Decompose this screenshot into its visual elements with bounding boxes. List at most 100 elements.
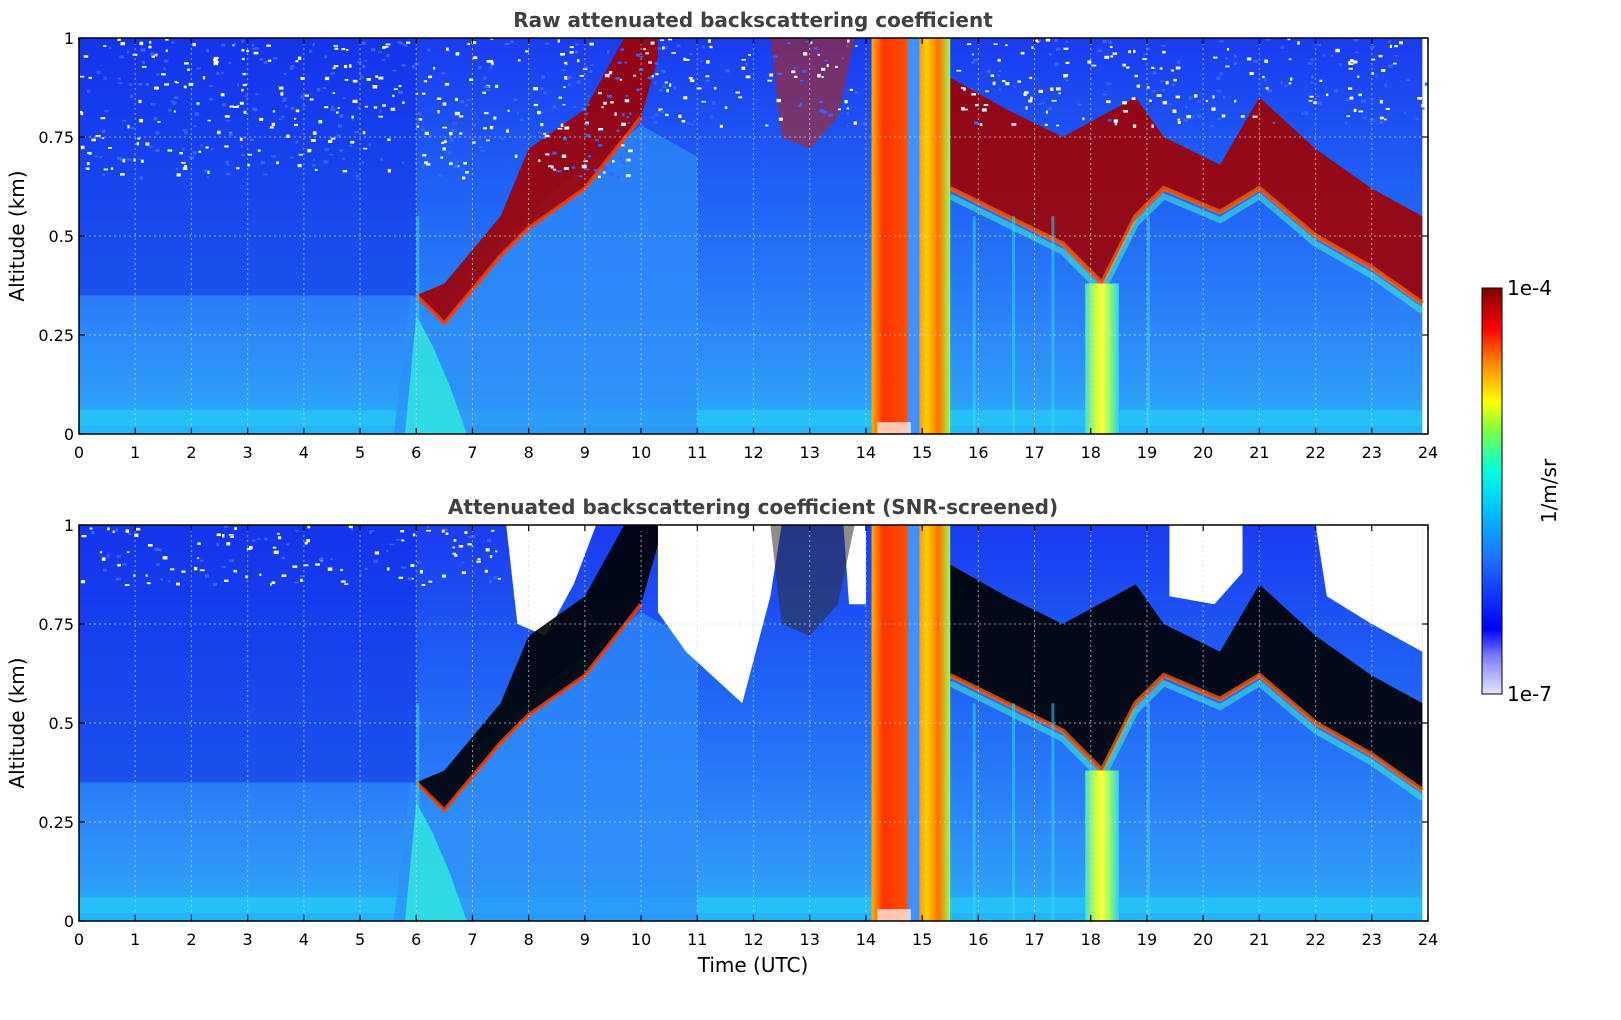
noise-speckle: [1149, 99, 1152, 102]
noise-speckle: [484, 112, 489, 115]
noise-speckle: [337, 124, 342, 128]
noise-speckle: [650, 41, 655, 45]
noise-speckle: [87, 152, 91, 155]
noise-speckle: [1216, 89, 1222, 93]
noise-speckle: [170, 100, 174, 103]
noise-speckle: [826, 64, 829, 68]
noise-speckle: [138, 99, 142, 104]
noise-speckle: [1309, 95, 1314, 98]
noise-speckle-group: [80, 525, 501, 587]
noise-speckle: [486, 59, 491, 63]
noise-speckle: [1216, 76, 1221, 80]
noise-speckle: [569, 51, 574, 54]
noise-speckle: [493, 576, 498, 579]
noise-speckle: [624, 61, 627, 64]
precipitation-gap: [908, 38, 920, 434]
noise-speckle: [442, 126, 448, 129]
noise-speckle: [204, 574, 209, 578]
noise-speckle: [102, 129, 106, 133]
noise-speckle: [1361, 99, 1367, 103]
noise-speckle: [963, 108, 968, 111]
noise-speckle: [221, 103, 226, 107]
noise-speckle: [420, 569, 423, 574]
panel-screened-xlabel: Time (UTC): [697, 953, 809, 977]
noise-speckle: [372, 85, 378, 89]
noise-speckle: [985, 90, 989, 93]
noise-speckle: [181, 161, 186, 164]
noise-speckle: [212, 58, 218, 62]
clear-air-region: [79, 38, 417, 296]
noise-speckle: [341, 48, 346, 51]
noise-speckle: [1017, 80, 1021, 83]
noise-speckle: [339, 149, 343, 152]
noise-speckle: [846, 124, 850, 127]
noise-speckle: [89, 527, 93, 530]
noise-speckle: [651, 116, 655, 119]
noise-speckle: [398, 576, 404, 579]
noise-speckle: [997, 58, 1001, 62]
vertical-streak: [1146, 216, 1150, 434]
noise-speckle: [86, 89, 90, 93]
noise-speckle: [1350, 59, 1354, 63]
noise-speckle: [465, 171, 469, 174]
noise-speckle: [1389, 44, 1393, 49]
noise-speckle: [373, 559, 379, 563]
noise-speckle: [427, 526, 430, 529]
noise-speckle: [1262, 75, 1265, 79]
noise-speckle: [1358, 93, 1362, 97]
screened-gap: [1315, 525, 1423, 652]
noise-speckle: [1107, 119, 1112, 122]
noise-speckle: [593, 169, 598, 172]
y-tick-label: 0.25: [38, 326, 74, 345]
noise-speckle: [748, 54, 751, 56]
x-tick-label: 3: [243, 443, 253, 462]
noise-speckle: [224, 579, 229, 582]
noise-speckle: [1381, 69, 1386, 72]
noise-speckle: [117, 563, 121, 567]
noise-speckle: [103, 76, 107, 80]
noise-speckle: [257, 149, 261, 152]
noise-speckle: [109, 46, 112, 49]
noise-speckle: [440, 156, 444, 159]
noise-speckle: [368, 143, 371, 147]
noise-speckle: [1097, 49, 1103, 53]
noise-speckle: [685, 59, 690, 61]
vertical-streak: [972, 216, 976, 434]
noise-speckle: [585, 112, 589, 116]
noise-speckle: [467, 543, 472, 546]
noise-speckle: [330, 72, 335, 75]
noise-speckle: [1304, 111, 1309, 115]
noise-speckle: [167, 149, 173, 152]
noise-speckle: [220, 71, 224, 74]
noise-speckle: [805, 40, 810, 43]
noise-speckle: [386, 550, 389, 553]
surface-clutter: [877, 909, 911, 921]
noise-speckle: [956, 69, 962, 72]
noise-speckle: [1031, 46, 1034, 50]
noise-speckle: [300, 77, 305, 80]
noise-speckle: [1316, 95, 1320, 98]
noise-speckle: [1288, 82, 1292, 85]
noise-speckle: [544, 135, 550, 138]
noise-speckle: [552, 151, 557, 155]
noise-speckle: [272, 57, 278, 60]
noise-speckle: [278, 118, 283, 120]
noise-speckle: [776, 98, 781, 103]
noise-speckle: [318, 558, 324, 561]
noise-speckle: [336, 134, 341, 138]
panel-screened-title: Attenuated backscattering coefficient (S…: [448, 495, 1058, 519]
noise-speckle: [990, 74, 995, 77]
noise-speckle: [738, 96, 743, 99]
noise-speckle: [564, 61, 568, 66]
noise-speckle: [240, 145, 244, 148]
noise-speckle: [1317, 43, 1322, 46]
noise-speckle: [533, 87, 539, 91]
noise-speckle: [171, 101, 177, 105]
noise-speckle: [337, 106, 340, 109]
screened-gap: [1169, 525, 1243, 605]
noise-speckle: [318, 120, 323, 124]
noise-speckle: [1183, 118, 1188, 123]
noise-speckle: [290, 65, 295, 68]
noise-speckle: [176, 173, 181, 177]
noise-speckle: [625, 174, 631, 178]
